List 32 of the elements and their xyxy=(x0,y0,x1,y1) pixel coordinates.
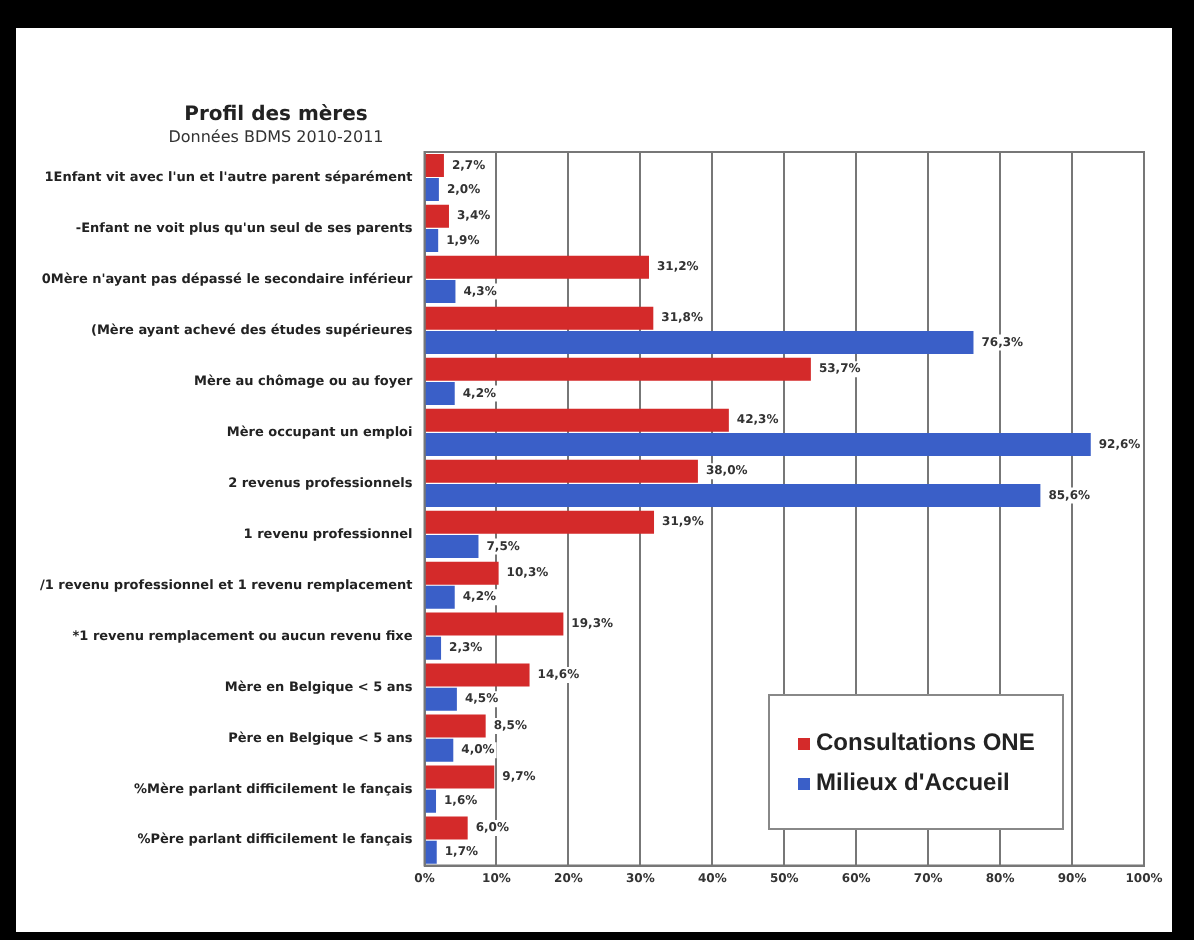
bar xyxy=(425,178,439,202)
legend-label: Milieux d'Accueil xyxy=(814,767,1012,796)
bar xyxy=(425,816,468,840)
bar xyxy=(425,357,811,381)
bar xyxy=(425,229,439,253)
legend-label: Consultations ONE xyxy=(814,727,1035,756)
bar xyxy=(425,840,437,864)
bar xyxy=(425,738,454,762)
text: Données BDMS 2010-2011 xyxy=(166,128,386,146)
bar xyxy=(425,534,479,558)
bar xyxy=(425,255,649,279)
bar xyxy=(425,687,457,711)
chart-title: Profil des mères xyxy=(182,104,370,126)
bar xyxy=(425,561,499,585)
bar xyxy=(425,585,455,609)
bar xyxy=(425,765,495,789)
bar xyxy=(425,381,455,405)
bar xyxy=(425,483,1041,507)
bar xyxy=(425,306,654,330)
bar xyxy=(425,204,449,228)
bar xyxy=(425,663,530,687)
bar xyxy=(425,636,442,660)
bar xyxy=(425,459,698,483)
bar xyxy=(425,432,1091,456)
bar xyxy=(425,280,456,304)
bar xyxy=(425,153,444,177)
bar xyxy=(425,714,486,738)
bar xyxy=(425,612,564,636)
bar xyxy=(425,789,437,813)
bar xyxy=(425,331,974,355)
bar xyxy=(425,408,729,432)
bar xyxy=(425,510,655,534)
